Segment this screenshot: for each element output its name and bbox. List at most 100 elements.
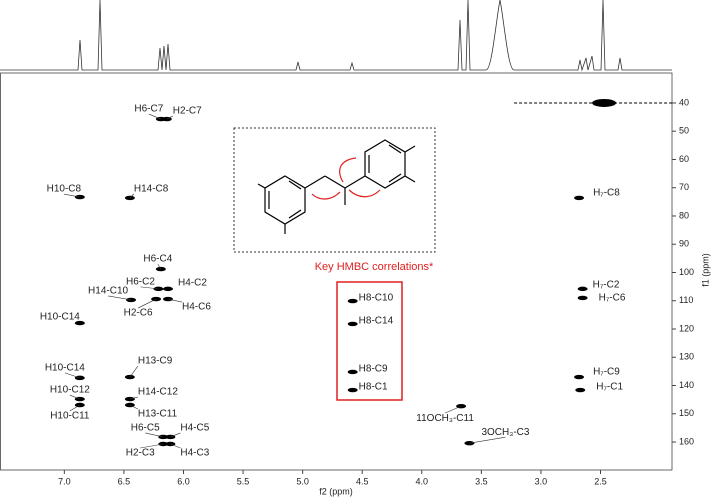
leader-line (444, 405, 462, 414)
peak-label: H8-C1 (359, 382, 388, 393)
projection-spectrum (0, 0, 672, 72)
y-tick-label: 160 (679, 436, 694, 446)
leader-line (140, 443, 164, 449)
peak-label: H8-C10 (359, 293, 394, 304)
peak-label: H8-C14 (359, 316, 394, 327)
inset-frame (233, 127, 436, 253)
peak-label: H₇-C2 (593, 280, 620, 291)
y-tick-label: 140 (679, 380, 694, 390)
highlight-caption: Key HMBC correlations* (315, 261, 434, 273)
peak-label: H4-C5 (180, 423, 209, 434)
leader-line (108, 295, 132, 301)
leader-line (170, 432, 181, 438)
x-tick-label: 7.0 (58, 476, 71, 486)
x-tick-label: 6.5 (118, 476, 131, 486)
leader-line (170, 443, 181, 449)
peak-label: 11OCH₃-C11 (416, 413, 474, 424)
leader-line (129, 404, 139, 410)
leader-line (69, 404, 80, 412)
peak-label: H10-C12 (50, 385, 90, 396)
peak-label: H8-C9 (359, 364, 388, 375)
leader-line (157, 263, 162, 270)
leader-line (469, 436, 506, 444)
x-tick-label: 5.0 (296, 476, 309, 486)
y-tick-label: 110 (679, 295, 693, 305)
peak-label: H14-C12 (138, 387, 178, 398)
y-axis-label: f1 (ppm) (700, 253, 710, 287)
hmbc-arrows (311, 157, 381, 200)
peak-label: H10-C11 (50, 411, 90, 422)
highlight-box (336, 281, 403, 401)
peak-label: H10-C14 (40, 312, 80, 323)
cross-peak (347, 298, 358, 304)
peak-label: H13-C9 (138, 356, 173, 367)
peak-label: H14-C10 (88, 286, 128, 297)
leader-line (148, 113, 161, 120)
cross-peak (574, 374, 585, 380)
y-tick-label: 150 (679, 408, 694, 418)
peak-label: H4-C3 (180, 448, 209, 459)
peak-label: H4-C2 (178, 278, 207, 289)
peak-label: H6-C4 (143, 254, 172, 265)
cross-peak (575, 387, 586, 393)
peak-label: H₇-C8 (593, 188, 620, 199)
x-tick-label: 5.5 (237, 476, 250, 486)
structure-bonds (257, 139, 416, 234)
peak-label: H6-C5 (131, 423, 160, 434)
leader-line (63, 193, 80, 198)
x-tick-label: 4.0 (416, 476, 429, 486)
cross-peak (577, 286, 588, 292)
y-tick-label: 120 (679, 323, 694, 333)
cross-peak (592, 98, 617, 107)
cross-peak (347, 321, 358, 327)
y-tick-label: 50 (679, 126, 689, 136)
peak-label: H₇-C6 (599, 293, 626, 304)
cross-peak (347, 387, 358, 393)
peak-label: H2-C3 (126, 448, 155, 459)
leader-line (140, 286, 159, 290)
leader-line (69, 394, 80, 400)
x-tick-label: 2.5 (594, 476, 607, 486)
y-tick-label: 70 (679, 182, 689, 192)
y-tick-label: 100 (679, 267, 694, 277)
leader-line (166, 115, 173, 120)
peak-label: H10-C14 (45, 363, 85, 374)
y-tick-label: 40 (679, 97, 689, 107)
x-tick-label: 3.0 (535, 476, 548, 486)
y-tick-label: 80 (679, 210, 689, 220)
leader-line (129, 193, 135, 199)
cross-peak (574, 195, 585, 201)
structure-inset (233, 127, 436, 253)
x-axis-label: f2 (ppm) (319, 486, 353, 496)
peak-label: 3OCH₃-C3 (481, 427, 529, 438)
peak-label: H2-C6 (124, 308, 153, 319)
leader-line (129, 365, 139, 378)
peak-label: H₇-C9 (593, 367, 620, 378)
peak-label: H₇-C1 (596, 382, 623, 393)
leader-line (129, 396, 138, 400)
y-tick-label: 130 (679, 352, 694, 362)
y-tick-label: 90 (679, 239, 689, 249)
peak-label: H6-C2 (126, 277, 155, 288)
peak-label: H10-C8 (47, 184, 82, 195)
x-tick-label: 3.5 (475, 476, 488, 486)
leader-line (167, 298, 183, 303)
peak-label: H2-C7 (173, 106, 202, 117)
leader-line (64, 372, 80, 379)
x-tick-label: 6.0 (177, 476, 190, 486)
peak-label: H14-C8 (134, 184, 169, 195)
cross-peak (163, 286, 173, 292)
cross-peak (163, 296, 173, 302)
leader-line (137, 298, 157, 309)
peak-label: H6-C7 (134, 104, 163, 115)
cross-peak (74, 320, 85, 326)
peak-label: H4-C6 (182, 302, 211, 313)
y-tick-label: 60 (679, 154, 689, 164)
cross-peak (347, 369, 358, 375)
plot-frame (0, 72, 673, 471)
x-tick-label: 4.5 (356, 476, 369, 486)
cross-peak (577, 295, 588, 301)
leader-line (145, 432, 164, 438)
peak-label: H13-C11 (138, 409, 178, 420)
